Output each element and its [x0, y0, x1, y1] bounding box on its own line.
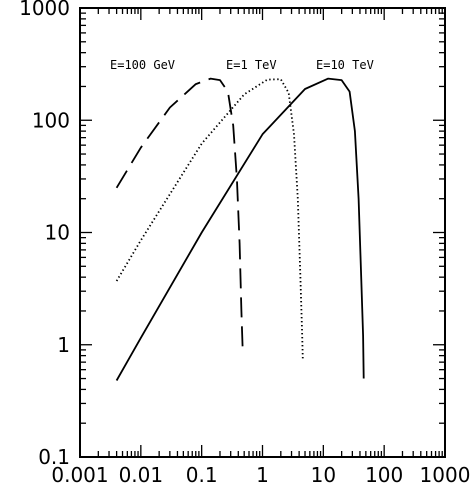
x-tick-label: 10	[311, 463, 336, 486]
axis-ticks	[80, 8, 445, 457]
series-line-e-10-tev	[115, 77, 365, 381]
series-lines	[115, 77, 365, 381]
y-tick-label: 100	[32, 108, 70, 132]
series-label-e1tev: E=1 TeV	[226, 58, 277, 72]
tick-labels: 0.001 0.01 0.1 1 10 100 1000 0.1 1 10 100 1000	[19, 0, 470, 486]
x-tick-label: 100	[365, 463, 403, 486]
x-tick-label: 0.001	[51, 463, 108, 486]
series-labels: E=100 GeV E=1 TeV E=10 TeV	[110, 58, 374, 72]
x-tick-label: 0.1	[186, 463, 218, 486]
x-tick-label: 0.01	[119, 463, 164, 486]
series-line-e-100-gev	[115, 77, 244, 348]
series-label-e100gev: E=100 GeV	[110, 58, 175, 72]
y-tick-label: 10	[45, 221, 70, 245]
plot-frame	[79, 7, 446, 458]
y-tick-label: 1	[57, 333, 70, 357]
x-tick-label: 1	[256, 463, 269, 486]
y-tick-label: 1000	[19, 0, 70, 20]
y-tick-label: 0.1	[38, 445, 70, 469]
series-label-e10tev: E=10 TeV	[316, 58, 374, 72]
x-tick-label: 1000	[420, 463, 471, 486]
